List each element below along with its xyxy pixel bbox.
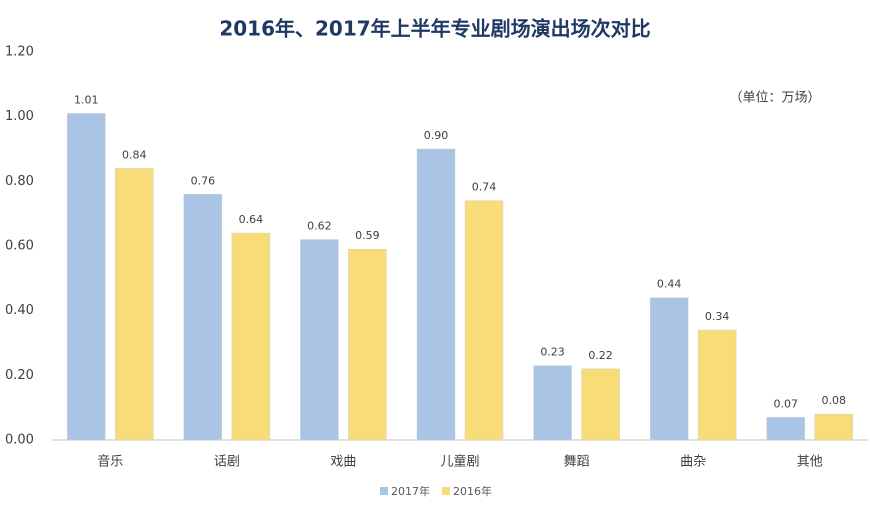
value-label: 0.22 [588, 349, 613, 362]
value-label: 0.64 [239, 213, 264, 226]
unit-annotation: （单位：万场） [729, 91, 820, 106]
bar [300, 239, 339, 441]
y-tick-label: 1.20 [5, 45, 34, 60]
y-tick-label: 0.80 [5, 174, 34, 189]
y-tick-label: 0.00 [5, 433, 34, 448]
value-label: 0.34 [705, 310, 730, 323]
y-tick-label: 1.00 [5, 109, 34, 124]
value-label: 0.07 [773, 397, 798, 410]
x-tick-label: 儿童剧 [440, 454, 479, 470]
y-tick-label: 0.60 [5, 239, 34, 254]
x-tick-label: 曲杂 [680, 455, 706, 470]
bar [649, 297, 689, 441]
value-label: 1.01 [74, 93, 99, 106]
bar [183, 194, 223, 441]
legend-label: 2016年 [453, 484, 492, 498]
value-label: 0.08 [821, 394, 846, 407]
bar [67, 113, 106, 441]
x-tick-label: 音乐 [97, 454, 123, 470]
chart-title: 2016年、2017年上半年专业剧场演出场次对比 [219, 17, 650, 41]
bar [766, 417, 805, 441]
y-tick-label: 0.20 [5, 368, 34, 383]
x-tick-label: 戏曲 [330, 455, 356, 470]
legend-swatch [380, 487, 388, 495]
bar [348, 248, 387, 441]
bar [814, 413, 853, 441]
x-tick-label: 话剧 [214, 455, 240, 470]
value-label: 0.62 [307, 220, 332, 233]
value-label: 0.23 [540, 346, 565, 359]
legend-label: 2017年 [391, 484, 430, 498]
bar [115, 168, 154, 441]
value-label: 0.74 [472, 181, 497, 194]
value-label: 0.44 [657, 278, 682, 291]
bar [581, 368, 620, 441]
bar [533, 365, 572, 441]
value-label: 0.84 [122, 148, 147, 161]
x-tick-label: 其他 [797, 455, 823, 470]
x-tick-label: 舞蹈 [564, 455, 590, 470]
value-label: 0.59 [355, 229, 380, 242]
value-label: 0.76 [191, 174, 216, 187]
bar [464, 200, 504, 441]
value-label: 0.90 [424, 129, 449, 142]
legend-swatch [442, 487, 450, 495]
bar [231, 232, 271, 441]
y-tick-label: 0.40 [5, 303, 34, 318]
bar [416, 148, 456, 441]
bar [697, 329, 737, 441]
